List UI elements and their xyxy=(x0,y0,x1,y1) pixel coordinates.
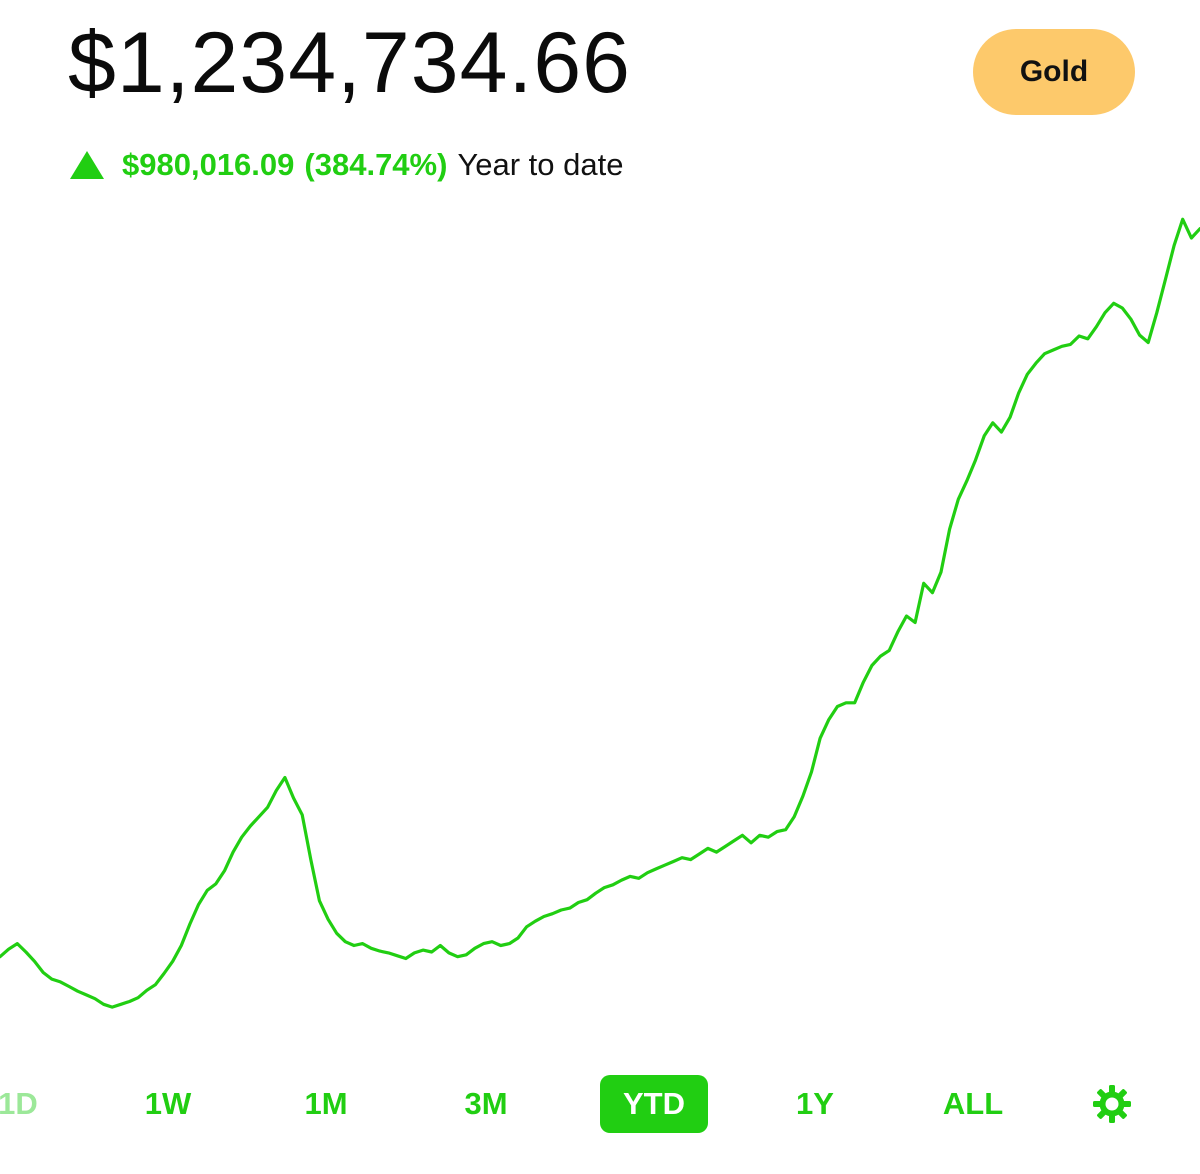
tab-1y[interactable]: 1Y xyxy=(796,1086,834,1121)
change-period: Year to date xyxy=(457,147,624,182)
gold-button[interactable]: Gold xyxy=(973,29,1135,115)
tab-1d[interactable]: 1D xyxy=(0,1086,38,1121)
portfolio-balance: $1,234,734.66 xyxy=(68,15,631,111)
portfolio-change: $980,016.09 (384.74%) Year to date xyxy=(70,145,624,185)
change-percent: (384.74%) xyxy=(304,147,448,182)
tab-ytd[interactable]: YTD xyxy=(600,1075,708,1133)
portfolio-line xyxy=(0,217,1200,1009)
change-amount: $980,016.09 xyxy=(122,147,295,182)
up-triangle-icon xyxy=(70,151,104,179)
tab-all[interactable]: ALL xyxy=(942,1086,1004,1121)
tab-1w[interactable]: 1W xyxy=(144,1086,192,1121)
gear-icon[interactable] xyxy=(1092,1084,1132,1124)
tab-3m[interactable]: 3M xyxy=(464,1086,508,1121)
tab-1m[interactable]: 1M xyxy=(304,1086,348,1121)
range-selector: 1D 1W 1M 3M YTD 1Y ALL xyxy=(0,1075,1200,1133)
